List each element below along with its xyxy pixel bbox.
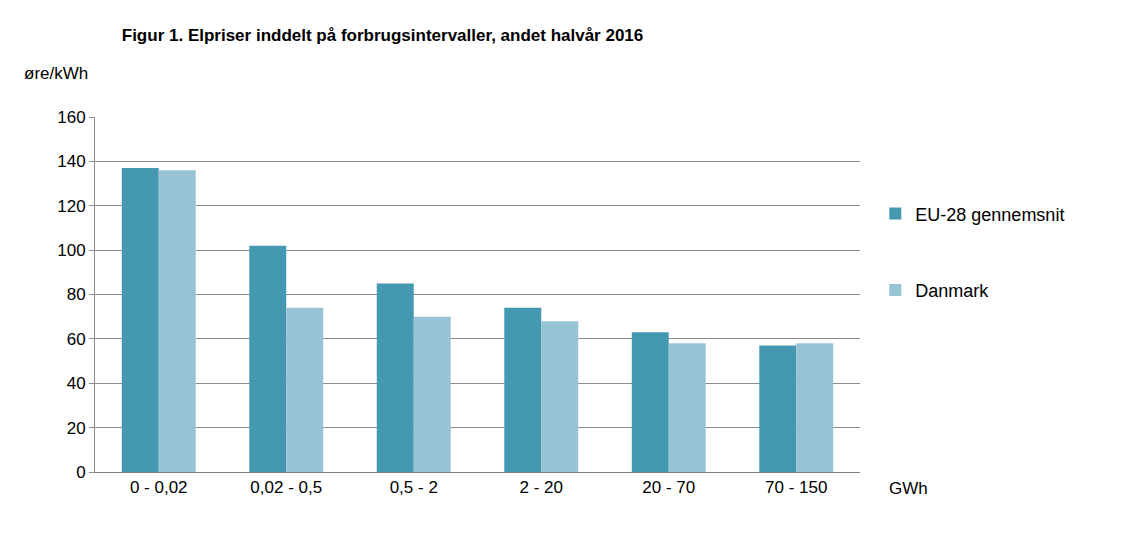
svg-text:40: 40 [67, 374, 86, 393]
svg-text:EU-28 gennemsnit: EU-28 gennemsnit [915, 205, 1064, 225]
svg-text:100: 100 [57, 241, 85, 260]
svg-text:0: 0 [76, 463, 85, 482]
svg-text:140: 140 [57, 152, 85, 171]
svg-text:120: 120 [57, 197, 85, 216]
svg-text:0,02 - 0,5: 0,02 - 0,5 [250, 478, 322, 497]
svg-text:Figur 1. Elpriser inddelt på f: Figur 1. Elpriser inddelt på forbrugsint… [122, 26, 644, 45]
svg-text:80: 80 [67, 285, 86, 304]
svg-text:0,5 - 2: 0,5 - 2 [390, 478, 438, 497]
svg-text:20 - 70: 20 - 70 [642, 478, 695, 497]
svg-text:70 - 150: 70 - 150 [765, 478, 827, 497]
svg-text:øre/kWh: øre/kWh [24, 64, 88, 83]
svg-text:2 - 20: 2 - 20 [520, 478, 563, 497]
svg-text:60: 60 [67, 330, 86, 349]
svg-text:Danmark: Danmark [915, 281, 989, 301]
svg-text:20: 20 [67, 419, 86, 438]
svg-text:GWh: GWh [889, 479, 928, 498]
svg-text:0 - 0,02: 0 - 0,02 [130, 478, 188, 497]
svg-text:160: 160 [57, 108, 85, 127]
